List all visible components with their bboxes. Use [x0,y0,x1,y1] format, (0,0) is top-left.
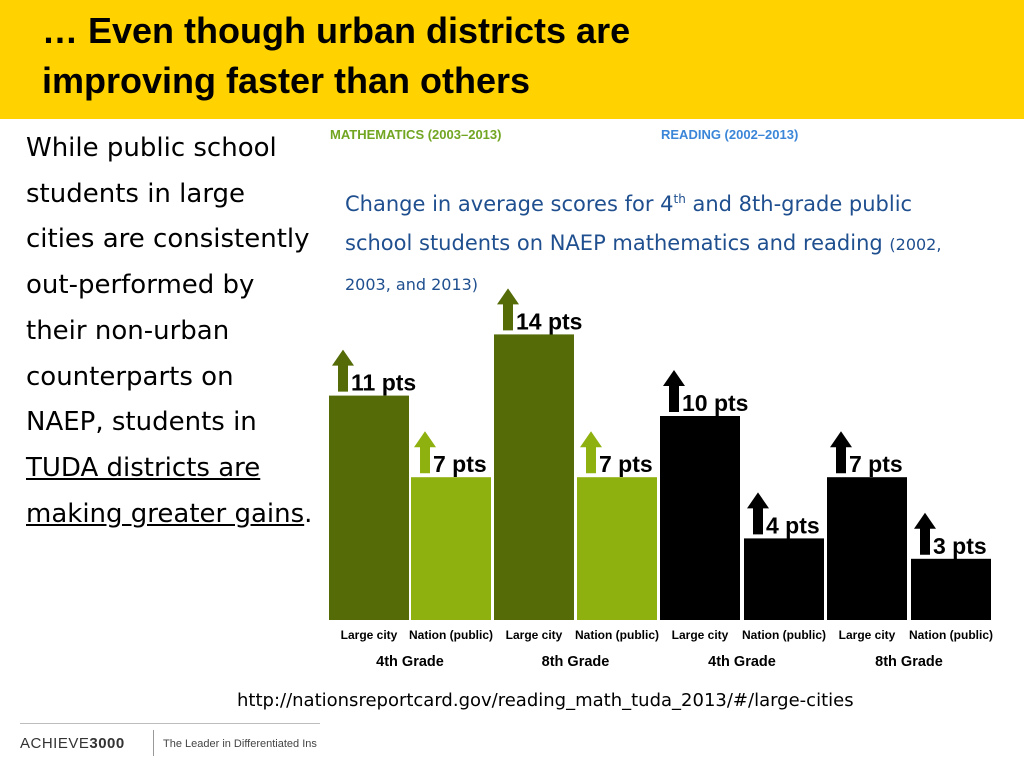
bar-5 [744,538,824,620]
data-label-7: 3 pts [933,533,987,559]
up-arrow-icon [663,370,685,412]
title-band [0,0,1024,119]
category-label-0: Large city [341,628,398,642]
group-label-3: 8th Grade [875,654,943,670]
category-label-1: Nation (public) [409,628,493,642]
data-label-6: 7 pts [849,451,903,477]
bar-7 [911,558,991,620]
footer-tagline: The Leader in Differentiated Ins [163,738,317,750]
bar-4 [660,416,740,620]
data-label-0: 11 pts [351,370,416,396]
bar-0 [329,395,409,620]
up-arrow-icon [332,349,354,392]
bar-6 [827,477,907,620]
subtitle-text-a: Change in average scores for 4 [345,192,674,216]
up-arrow-icon [414,431,436,474]
logo-text-b: 3000 [89,735,125,752]
data-label-3: 7 pts [599,451,653,477]
logo-text-a: ACHIEVE [20,735,90,752]
bars-layer: 11 pts Large city 7 pts Nation (public) 14 p… [329,288,993,670]
subtitle-text-b: and 8th-grade public school students on … [345,192,913,255]
body-text-underlined: TUDA districts are making greater gains [26,452,305,529]
footer-divider [20,723,320,724]
source-link[interactable]: http://nationsreportcard.gov/reading_mat… [237,690,854,711]
category-label-4: Large city [672,628,729,642]
reading-header: READING (2002–2013) [661,127,798,142]
math-header: MATHEMATICS (2003–2013) [330,127,501,142]
subtitle-years: (2002, 2003, and 2013) [345,235,942,294]
group-label-0: 4th Grade [376,654,444,670]
bar-1 [411,477,491,620]
data-label-2: 14 pts [516,308,582,334]
category-label-3: Nation (public) [575,628,659,642]
score-change-chart: MATHEMATICS (2003–2013) READING (2002–20… [329,127,993,670]
up-arrow-icon [830,431,852,474]
category-label-7: Nation (public) [909,628,993,642]
bar-2 [494,334,574,620]
data-label-4: 10 pts [682,390,748,416]
group-label-2: 4th Grade [708,654,776,670]
slide-title-line-1: … Even though urban districts are [42,10,631,51]
body-text-part-2: . [304,498,313,529]
achieve3000-logo: ACHIEVE3000 [20,735,125,752]
category-label-5: Nation (public) [742,628,826,642]
chart-subtitle: Change in average scores for 4th and 8th… [345,180,985,304]
slide-title-line-2: improving faster than others [42,60,531,101]
subtitle-superscript: th [673,192,686,206]
up-arrow-icon [580,431,602,474]
group-label-1: 8th Grade [542,654,610,670]
data-label-5: 4 pts [766,512,820,538]
data-label-1: 7 pts [433,451,487,477]
category-label-2: Large city [506,628,563,642]
bar-3 [577,477,657,620]
body-text-part-1: While public school students in large ci… [26,133,310,438]
up-arrow-icon [497,288,519,331]
up-arrow-icon [914,512,936,555]
up-arrow-icon [747,492,769,535]
body-paragraph: While public school students in large ci… [26,126,316,537]
category-label-6: Large city [839,628,896,642]
footer-separator [153,730,154,756]
